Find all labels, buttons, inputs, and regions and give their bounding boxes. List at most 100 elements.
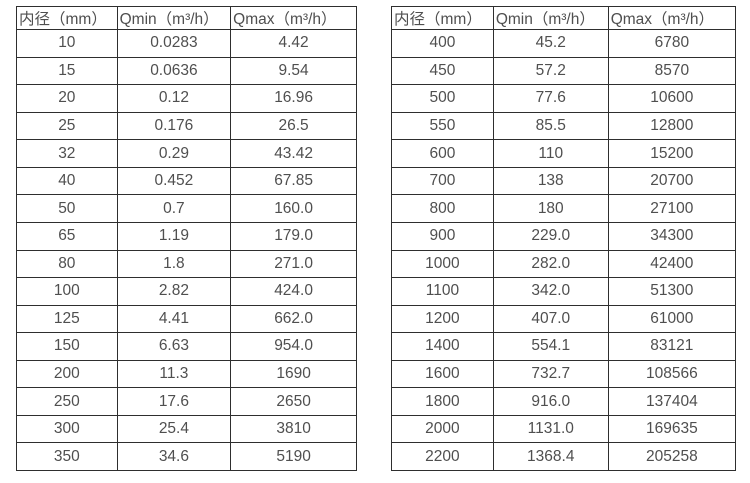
qmax-cell: 20700 <box>607 166 737 196</box>
diameter-cell: 250 <box>16 387 118 416</box>
qmax-cell: 43.42 <box>230 139 357 168</box>
diameter-cell: 2200 <box>391 442 494 471</box>
qmin-cell: 0.452 <box>116 166 232 196</box>
header-diameter: 内径（mm） <box>391 6 494 30</box>
qmax-cell: 6780 <box>607 29 737 58</box>
diameter-cell: 65 <box>16 221 118 251</box>
qmin-cell: 0.0636 <box>116 56 232 86</box>
qmin-cell: 0.176 <box>116 111 232 141</box>
qmin-cell: 1131.0 <box>492 414 609 444</box>
qmax-cell: 137404 <box>607 387 737 416</box>
table-row: 65 1.19 179.0 <box>16 221 357 251</box>
diameter-cell: 20 <box>16 84 118 113</box>
qmin-cell: 6.63 <box>116 332 232 361</box>
diameter-cell: 300 <box>16 414 118 444</box>
diameter-cell: 1200 <box>391 304 494 334</box>
qmin-cell: 138 <box>492 166 609 196</box>
qmax-cell: 83121 <box>607 332 737 361</box>
diameter-cell: 1400 <box>391 332 494 361</box>
qmax-cell: 169635 <box>607 414 737 444</box>
qmax-cell: 954.0 <box>230 332 357 361</box>
qmin-cell: 916.0 <box>492 387 609 416</box>
diameter-cell: 600 <box>391 139 494 168</box>
qmax-cell: 12800 <box>607 111 737 141</box>
table-row: 500 77.6 10600 <box>391 84 737 113</box>
qmax-cell: 2650 <box>230 387 357 416</box>
flow-table-small-diameters: 内径（mm） Qmin（m³/h） Qmax（m³/h） 10 0.0283 4.42 15… <box>16 6 357 471</box>
diameter-cell: 800 <box>391 194 494 223</box>
qmin-cell: 34.6 <box>116 442 232 471</box>
spec-tables-container: 内径（mm） Qmin（m³/h） Qmax（m³/h） 10 0.0283 4.42 15… <box>16 6 737 471</box>
table-row: 40 0.452 67.85 <box>16 166 357 196</box>
qmax-cell: 67.85 <box>230 166 357 196</box>
qmin-cell: 229.0 <box>492 221 609 251</box>
diameter-cell: 200 <box>16 359 118 389</box>
qmin-cell: 1.8 <box>116 249 232 279</box>
qmax-cell: 8570 <box>607 56 737 86</box>
qmax-cell: 16.96 <box>230 84 357 113</box>
diameter-cell: 40 <box>16 166 118 196</box>
qmax-cell: 205258 <box>607 442 737 471</box>
table-row: 2000 1131.0 169635 <box>391 414 737 444</box>
qmax-cell: 34300 <box>607 221 737 251</box>
table-row: 20 0.12 16.96 <box>16 84 357 113</box>
qmax-cell: 51300 <box>607 277 737 306</box>
header-qmax: Qmax（m³/h） <box>230 6 357 30</box>
qmax-cell: 424.0 <box>230 277 357 306</box>
table-row: 400 45.2 6780 <box>391 29 737 58</box>
diameter-cell: 32 <box>16 139 118 168</box>
diameter-cell: 500 <box>391 84 494 113</box>
qmax-cell: 26.5 <box>230 111 357 141</box>
table-row: 250 17.6 2650 <box>16 387 357 416</box>
table-row: 450 57.2 8570 <box>391 56 737 86</box>
table-row: 15 0.0636 9.54 <box>16 56 357 86</box>
qmin-cell: 110 <box>492 139 609 168</box>
qmax-cell: 179.0 <box>230 221 357 251</box>
diameter-cell: 1600 <box>391 359 494 389</box>
table-row: 900 229.0 34300 <box>391 221 737 251</box>
table-row: 125 4.41 662.0 <box>16 304 357 334</box>
qmin-cell: 85.5 <box>492 111 609 141</box>
table-row: 700 138 20700 <box>391 166 737 196</box>
diameter-cell: 550 <box>391 111 494 141</box>
qmin-cell: 4.41 <box>116 304 232 334</box>
qmax-cell: 15200 <box>607 139 737 168</box>
qmin-cell: 2.82 <box>116 277 232 306</box>
qmax-cell: 42400 <box>607 249 737 279</box>
diameter-cell: 1800 <box>391 387 494 416</box>
diameter-cell: 15 <box>16 56 118 86</box>
qmax-cell: 160.0 <box>230 194 357 223</box>
qmin-cell: 180 <box>492 194 609 223</box>
table-row: 600 110 15200 <box>391 139 737 168</box>
table-row: 800 180 27100 <box>391 194 737 223</box>
header-diameter: 内径（mm） <box>16 6 118 30</box>
table-row: 25 0.176 26.5 <box>16 111 357 141</box>
diameter-cell: 450 <box>391 56 494 86</box>
table-row: 1800 916.0 137404 <box>391 387 737 416</box>
table-row: 550 85.5 12800 <box>391 111 737 141</box>
qmin-cell: 17.6 <box>116 387 232 416</box>
qmin-cell: 282.0 <box>492 249 609 279</box>
qmin-cell: 407.0 <box>492 304 609 334</box>
header-qmax: Qmax（m³/h） <box>607 6 737 30</box>
qmax-cell: 271.0 <box>230 249 357 279</box>
qmin-cell: 342.0 <box>492 277 609 306</box>
table-row: 10 0.0283 4.42 <box>16 29 357 58</box>
qmin-cell: 0.29 <box>116 139 232 168</box>
diameter-cell: 400 <box>391 29 494 58</box>
diameter-cell: 10 <box>16 29 118 58</box>
qmax-cell: 27100 <box>607 194 737 223</box>
diameter-cell: 150 <box>16 332 118 361</box>
diameter-cell: 900 <box>391 221 494 251</box>
qmin-cell: 77.6 <box>492 84 609 113</box>
header-row: 内径（mm） Qmin（m³/h） Qmax（m³/h） <box>391 6 737 30</box>
qmax-cell: 10600 <box>607 84 737 113</box>
qmax-cell: 61000 <box>607 304 737 334</box>
qmax-cell: 9.54 <box>230 56 357 86</box>
qmin-cell: 732.7 <box>492 359 609 389</box>
qmax-cell: 1690 <box>230 359 357 389</box>
diameter-cell: 700 <box>391 166 494 196</box>
table-row: 1100 342.0 51300 <box>391 277 737 306</box>
diameter-cell: 1000 <box>391 249 494 279</box>
